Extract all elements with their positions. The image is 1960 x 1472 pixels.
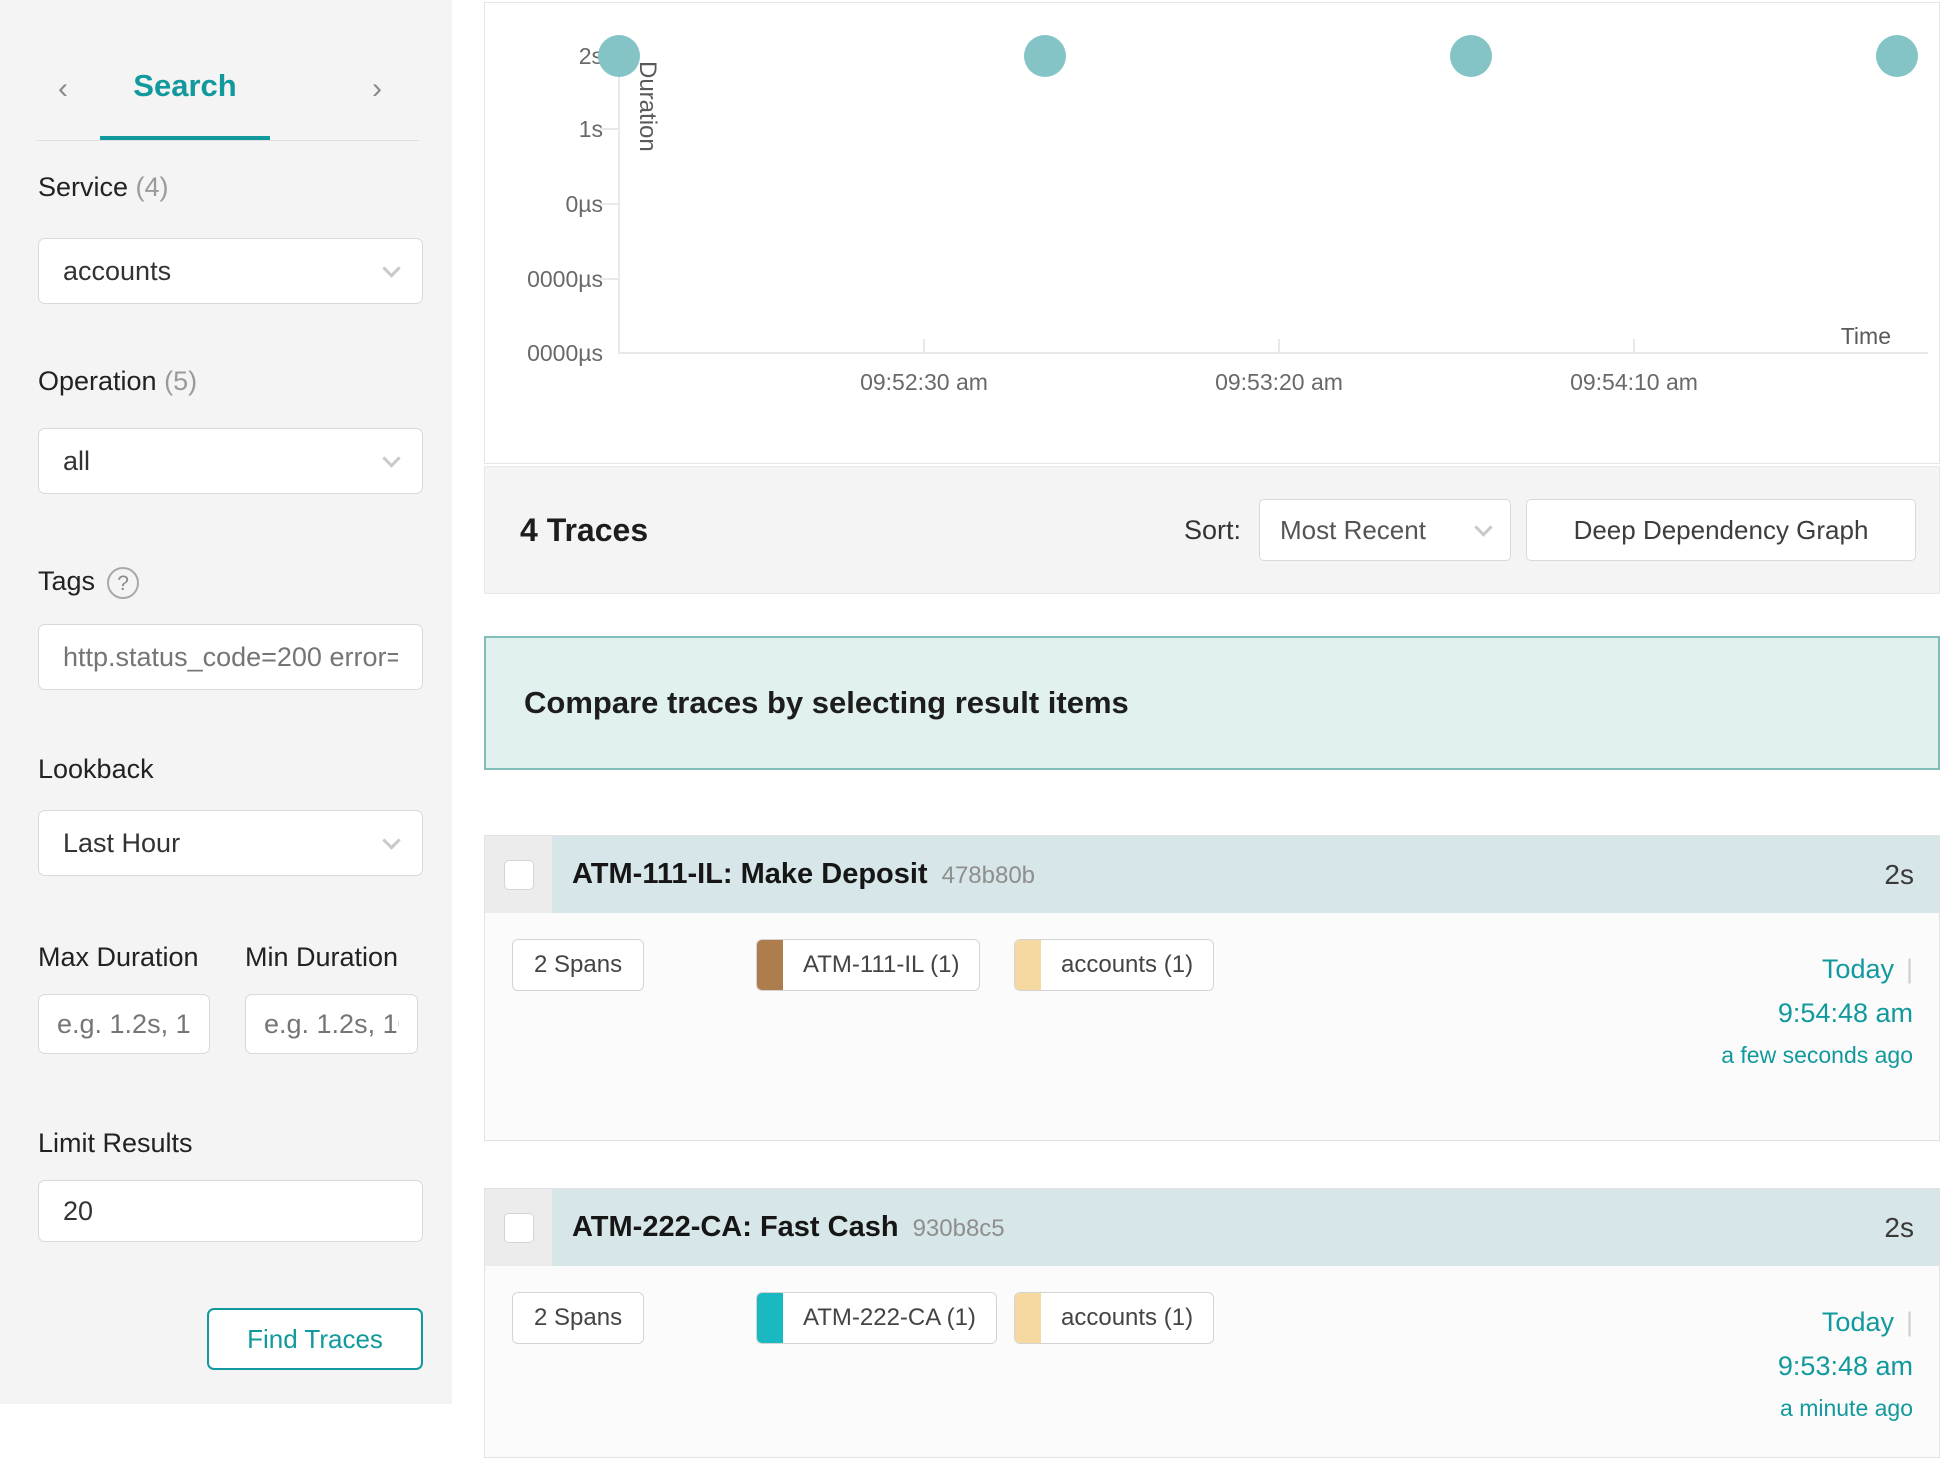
chevron-down-icon bbox=[382, 448, 401, 468]
tags-input[interactable] bbox=[38, 624, 423, 690]
next-tab-icon[interactable]: › bbox=[372, 72, 382, 105]
service-tag-pill: ATM-111-IL (1) bbox=[756, 939, 981, 991]
find-traces-button[interactable]: Find Traces bbox=[207, 1308, 423, 1370]
trace-duration: 2s bbox=[1884, 858, 1914, 890]
x-axis-label: Time bbox=[1840, 323, 1891, 349]
traces-count: 4 Traces bbox=[520, 511, 649, 548]
y-axis bbox=[618, 54, 620, 354]
separator: | bbox=[1905, 954, 1913, 984]
span-count-pill: 2 Spans bbox=[512, 1292, 645, 1344]
tick-mark bbox=[600, 128, 618, 130]
tick-mark bbox=[1278, 339, 1280, 353]
checkbox-strip bbox=[485, 836, 552, 913]
trace-relative-time: a minute ago bbox=[1780, 1395, 1913, 1421]
service-label: Service (4) bbox=[38, 172, 169, 202]
trace-title: ATM-222-CA: Fast Cash bbox=[572, 1211, 899, 1243]
y-tick: 1s bbox=[578, 116, 603, 142]
y-tick: 0µs bbox=[565, 191, 603, 217]
x-axis bbox=[618, 352, 1928, 354]
scatter-point[interactable] bbox=[1876, 35, 1918, 77]
trace-id: 478b80b bbox=[941, 862, 1036, 889]
scatter-point[interactable] bbox=[1450, 35, 1492, 77]
help-icon[interactable]: ? bbox=[107, 566, 140, 599]
y-tick: 2s bbox=[578, 43, 603, 69]
scatter-point[interactable] bbox=[598, 35, 640, 77]
search-sidebar: ‹ Search › Service (4) accounts Operatio… bbox=[0, 0, 452, 1404]
span-count-pill: 2 Spans bbox=[512, 939, 645, 991]
trace-card-header: ATM-111-IL: Make Deposit 478b80b 2s bbox=[485, 836, 1939, 913]
chevron-down-icon bbox=[1474, 517, 1493, 537]
trace-id: 930b8c5 bbox=[912, 1215, 1005, 1242]
y-tick: 0000µs bbox=[527, 266, 603, 292]
service-select[interactable]: accounts bbox=[38, 238, 423, 304]
results-header-bar: 4 Traces Sort: Most Recent Deep Dependen… bbox=[484, 466, 1940, 594]
deep-dependency-graph-button[interactable]: Deep Dependency Graph bbox=[1526, 499, 1916, 561]
operation-select[interactable]: all bbox=[38, 428, 423, 494]
operation-label: Operation (5) bbox=[38, 366, 198, 396]
trace-relative-time: a few seconds ago bbox=[1721, 1042, 1913, 1068]
tick-mark bbox=[600, 203, 618, 205]
limit-results-label: Limit Results bbox=[38, 1128, 193, 1158]
tick-mark bbox=[1633, 339, 1635, 353]
service-count: (4) bbox=[135, 172, 169, 202]
max-duration-input[interactable] bbox=[38, 994, 210, 1054]
trace-duration: 2s bbox=[1884, 1211, 1914, 1243]
tab-search[interactable]: Search bbox=[133, 68, 237, 103]
lookback-select[interactable]: Last Hour bbox=[38, 810, 423, 876]
separator: | bbox=[1905, 1307, 1913, 1337]
sort-select[interactable]: Most Recent bbox=[1259, 499, 1511, 561]
y-tick: 0000µs bbox=[527, 340, 603, 366]
service-tag-pill: accounts (1) bbox=[1014, 939, 1215, 991]
service-color-swatch bbox=[757, 940, 783, 990]
trace-time: 9:54:48 am bbox=[1777, 998, 1913, 1028]
trace-title: ATM-111-IL: Make Deposit bbox=[572, 858, 928, 890]
service-color-swatch bbox=[757, 1293, 783, 1343]
trace-timestamp: Today | 9:54:48 am a few seconds ago bbox=[1681, 947, 1913, 1075]
trace-timestamp: Today | 9:53:48 am a minute ago bbox=[1681, 1300, 1913, 1428]
y-axis-label: Duration bbox=[634, 61, 661, 152]
min-duration-label: Min Duration bbox=[245, 942, 399, 972]
x-tick: 09:53:20 am bbox=[1215, 369, 1343, 395]
x-tick: 09:52:30 am bbox=[860, 369, 988, 395]
tags-label: Tags? bbox=[38, 566, 140, 599]
lookback-label: Lookback bbox=[38, 754, 154, 784]
trace-select-checkbox[interactable] bbox=[503, 1212, 534, 1243]
prev-tab-icon[interactable]: ‹ bbox=[58, 72, 68, 105]
trace-select-checkbox[interactable] bbox=[503, 859, 534, 890]
service-color-swatch bbox=[1015, 940, 1041, 990]
checkbox-strip bbox=[485, 1189, 552, 1266]
chevron-down-icon bbox=[382, 258, 401, 278]
trace-card-header: ATM-222-CA: Fast Cash 930b8c5 2s bbox=[485, 1189, 1939, 1266]
compare-banner-text: Compare traces by selecting result items bbox=[524, 685, 1129, 720]
limit-results-input[interactable] bbox=[38, 1180, 423, 1242]
sort-label: Sort: bbox=[1183, 514, 1241, 545]
max-duration-label: Max Duration bbox=[38, 942, 199, 972]
trace-time: 9:53:48 am bbox=[1777, 1351, 1913, 1381]
compare-banner: Compare traces by selecting result items bbox=[484, 636, 1940, 770]
operation-count: (5) bbox=[164, 366, 198, 396]
duration-scatter-plot: 2s 1s 0µs 0000µs 0000µs 09:52:30 am 09:5… bbox=[484, 2, 1940, 464]
service-tag-pill: accounts (1) bbox=[1014, 1292, 1215, 1344]
trace-result-card[interactable]: ATM-222-CA: Fast Cash 930b8c5 2s 2 Spans… bbox=[484, 1188, 1940, 1458]
min-duration-input[interactable] bbox=[245, 994, 418, 1054]
x-tick: 09:54:10 am bbox=[1570, 369, 1698, 395]
active-tab-underline bbox=[100, 136, 270, 141]
service-color-swatch bbox=[1015, 1293, 1041, 1343]
chevron-down-icon bbox=[382, 830, 401, 850]
scatter-point[interactable] bbox=[1024, 35, 1066, 77]
trace-result-card[interactable]: ATM-111-IL: Make Deposit 478b80b 2s 2 Sp… bbox=[484, 835, 1940, 1141]
tick-mark bbox=[600, 278, 618, 280]
service-tag-pill: ATM-222-CA (1) bbox=[756, 1292, 997, 1344]
divider bbox=[36, 140, 419, 141]
tick-mark bbox=[923, 339, 925, 353]
